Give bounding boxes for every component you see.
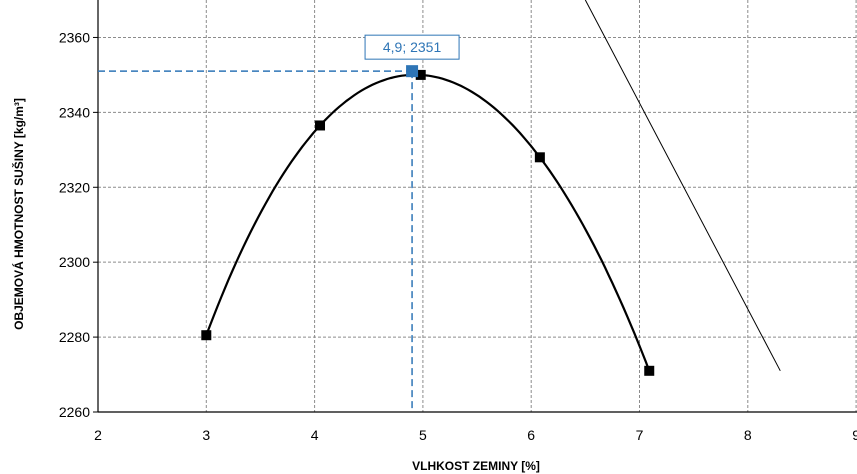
x-tick-label: 3 — [202, 427, 210, 443]
x-tick-label: 6 — [527, 427, 535, 443]
optimum-marker — [406, 65, 419, 78]
grid-lines — [98, 0, 857, 412]
x-tick-label: 5 — [419, 427, 427, 443]
optimum-label: 4,9; 2351 — [383, 39, 442, 55]
optimum-marker-group: 4,9; 2351 — [98, 34, 460, 412]
y-axis-title: OBJEMOVÁ HMOTNOST SUŠINY [kg/m³] — [11, 98, 26, 330]
x-tick-label: 8 — [744, 427, 752, 443]
y-tick-label: 2360 — [59, 29, 90, 45]
tick-labels: 2 3 4 5 6 7 8 9 2260 2280 2300 2320 2340 2360 — [59, 29, 857, 443]
optimum-label-box — [364, 34, 460, 60]
x-tick-label: 7 — [636, 427, 644, 443]
data-point-marker — [201, 330, 212, 341]
y-tick-label: 2340 — [59, 104, 90, 120]
data-point-marker — [644, 365, 655, 376]
plot-frame — [93, 0, 857, 413]
compaction-curve — [205, 73, 651, 372]
x-axis-title: VLHKOST ZEMINY [%] — [412, 459, 540, 473]
x-tick-label: 9 — [852, 427, 857, 443]
data-point-marker — [315, 120, 326, 131]
data-point-marker — [534, 152, 545, 163]
data-point-marker — [415, 69, 426, 80]
y-tick-label: 2300 — [59, 254, 90, 270]
y-tick-label: 2320 — [59, 179, 90, 195]
y-tick-label: 2260 — [59, 404, 90, 420]
zero-air-voids-line — [584, 0, 781, 372]
x-tick-label: 2 — [94, 427, 102, 443]
y-tick-label: 2280 — [59, 329, 90, 345]
x-tick-label: 4 — [311, 427, 319, 443]
data-series — [201, 0, 781, 376]
